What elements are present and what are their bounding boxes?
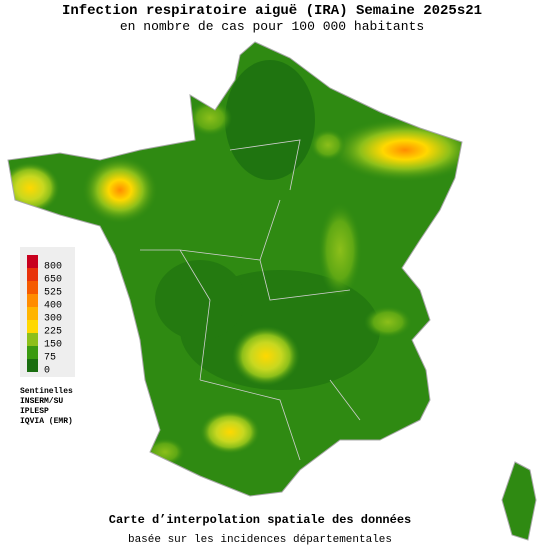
- legend-label: 225: [44, 327, 62, 338]
- source: IPLESP: [20, 407, 49, 416]
- title: Infection respiratoire aiguë (IRA) Semai…: [62, 3, 482, 19]
- source: Sentinelles: [20, 387, 73, 396]
- legend-swatch: [27, 307, 38, 320]
- legend-swatch: [27, 320, 38, 333]
- legend-label: 525: [44, 288, 62, 299]
- legend-swatch: [27, 294, 38, 307]
- legend-label: 300: [44, 314, 62, 325]
- france: [7, 41, 537, 541]
- legend-label: 800: [44, 262, 62, 273]
- legend-label: 0: [44, 366, 50, 377]
- legend-swatch: [27, 333, 38, 346]
- legend-swatch: [27, 281, 38, 294]
- legend-label: 400: [44, 301, 62, 312]
- legend-label: 650: [44, 275, 62, 286]
- legend-swatch: [27, 268, 38, 281]
- legend-label: 75: [44, 353, 56, 364]
- legend-swatch: [27, 255, 38, 268]
- subtitle: en nombre de cas pour 100 000 habitants: [120, 19, 424, 34]
- legend-label: 150: [44, 340, 62, 351]
- legend-swatch: [27, 359, 38, 372]
- legend: 800 650 525 400 300 225 150 75 0: [27, 255, 62, 377]
- note: basée sur les incidences départementales: [128, 534, 392, 546]
- legend-swatch: [27, 346, 38, 359]
- caption: Carte d’interpolation spatiale des donné…: [109, 513, 411, 527]
- source: IQVIA (EMR): [20, 417, 73, 426]
- source: INSERM/SU: [20, 397, 63, 406]
